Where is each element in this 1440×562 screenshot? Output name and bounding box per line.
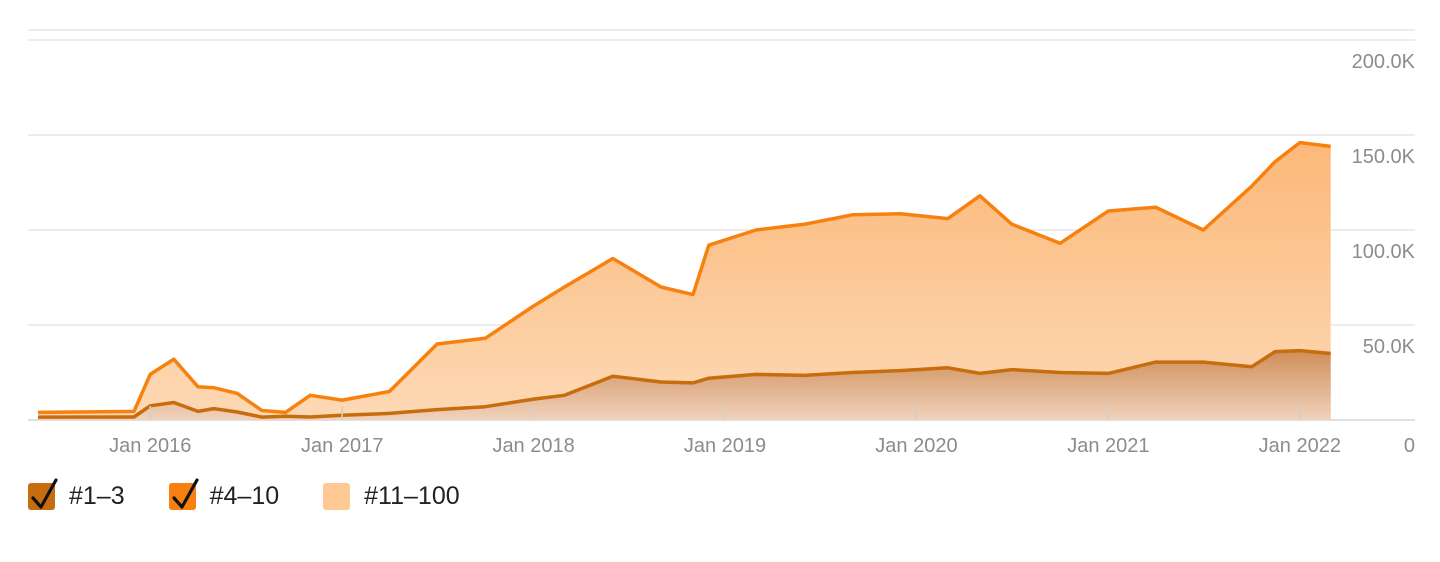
x-tick-label: Jan 2021 [1067, 435, 1149, 457]
x-tick-label: Jan 2017 [301, 435, 383, 457]
y-tick-label: 50.0K [1363, 336, 1416, 358]
legend-label: #4–10 [209, 482, 280, 510]
checkmark-icon [31, 478, 58, 509]
y-tick-label: 150.0K [1352, 146, 1416, 168]
y-tick-label: 200.0K [1352, 51, 1416, 73]
legend-item-1-3[interactable]: #1–3 [28, 478, 125, 511]
y-tick-label: 0 [1404, 435, 1415, 457]
series-lines [37, 140, 1331, 419]
series-line-4-10 [37, 140, 1331, 415]
legend-label: #1–3 [69, 482, 125, 510]
legend-label: #11–100 [364, 482, 460, 510]
x-tick-label: Jan 2016 [109, 435, 191, 457]
legend-checkbox-1-3[interactable] [28, 478, 58, 510]
checkmark-icon [172, 478, 199, 509]
legend-checkbox-11-100[interactable] [323, 483, 351, 510]
legend-item-4-10[interactable]: #4–10 [168, 478, 280, 511]
series-areas [38, 142, 1331, 420]
series-area-4-10 [38, 142, 1331, 420]
chart-plot: 50.0K 100.0K 150.0K 200.0K 0 Jan 2016 Jan 2017… [28, 29, 1416, 457]
x-tick-label: Jan 2022 [1259, 435, 1341, 457]
legend-checkbox-4-10[interactable] [168, 478, 199, 510]
legend: #1–3 #4–10 #11–100 [28, 478, 460, 511]
x-tick-label: Jan 2019 [684, 435, 766, 457]
x-tick-label: Jan 2018 [492, 435, 574, 457]
y-tick-label: 100.0K [1352, 241, 1416, 263]
x-tick-label: Jan 2020 [875, 435, 957, 457]
series-area-1-3 [38, 350, 1331, 420]
axis-labels: 50.0K 100.0K 150.0K 200.0K 0 Jan 2016 Jan 2017… [109, 51, 1416, 457]
legend-item-11-100[interactable]: #11–100 [323, 482, 460, 511]
series-line-1-3 [37, 348, 1331, 419]
